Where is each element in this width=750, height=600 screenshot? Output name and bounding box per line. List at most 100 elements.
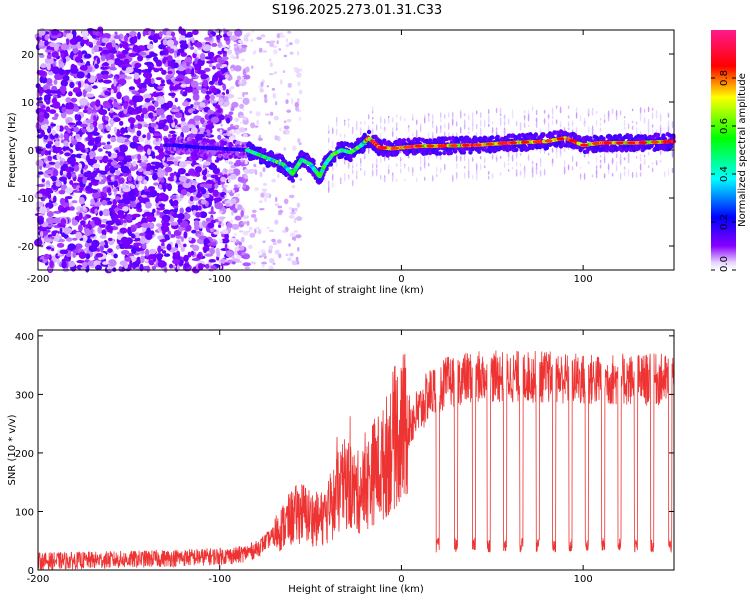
spectrogram-point — [228, 87, 232, 93]
spectrogram-point — [47, 224, 54, 228]
spectrogram-point — [40, 148, 45, 156]
spectrogram-point — [82, 109, 88, 114]
spectrogram-point — [243, 154, 249, 159]
spectrogram-point — [659, 115, 662, 120]
spectrogram-point — [180, 89, 184, 95]
spectrogram-point — [399, 151, 402, 154]
spectrogram-point — [463, 123, 466, 130]
spectrogram-point — [183, 263, 190, 268]
spectrogram-point — [423, 156, 426, 164]
spectrogram-point — [258, 47, 263, 53]
spectrogram-point — [81, 234, 88, 242]
spectrogram-point — [253, 261, 256, 265]
spectrogram-point — [387, 168, 390, 175]
spectrogram-point — [144, 61, 154, 66]
spectrogram-point — [128, 52, 137, 58]
spectrogram-point — [210, 94, 215, 101]
spectrogram-point — [411, 117, 414, 121]
spectrogram-point — [66, 261, 76, 268]
spectrogram-point — [44, 39, 49, 47]
spectrogram-point — [116, 53, 126, 59]
spectrogram-point — [184, 56, 192, 64]
spectrogram-point — [483, 159, 486, 162]
spectrogram-point — [222, 229, 229, 235]
spectrogram-point — [451, 111, 454, 118]
spectrogram-point — [603, 155, 606, 164]
spectrogram-point — [140, 255, 145, 264]
spectrogram-point — [81, 128, 88, 133]
spectrogram-point — [224, 194, 227, 198]
spectrogram-point — [132, 44, 139, 53]
spectrogram-point — [347, 121, 350, 129]
spectrogram-point — [137, 145, 144, 151]
spectrogram-point — [124, 34, 128, 43]
spectrogram-point — [239, 115, 245, 118]
spectrogram-point — [224, 243, 228, 251]
spectrogram-point — [158, 31, 163, 38]
spectrogram-point — [141, 107, 148, 115]
spectrogram-point — [223, 184, 228, 188]
spectrogram-point — [455, 162, 458, 170]
spectrogram-point — [511, 154, 514, 162]
spectrogram-point — [171, 136, 177, 141]
spectrogram-point — [427, 132, 430, 139]
spectrogram-point — [431, 131, 434, 136]
spectrogram-point — [264, 97, 268, 104]
spectrogram-point — [119, 120, 124, 126]
spectrogram-point — [571, 120, 574, 128]
spectrogram-point — [148, 112, 154, 119]
spectrogram-point — [98, 109, 108, 115]
spectrogram-point — [116, 136, 126, 143]
spectrogram-point — [82, 176, 87, 185]
spectrogram-point — [290, 178, 295, 183]
spectrogram-point — [153, 182, 160, 186]
spectrogram-point — [162, 184, 167, 193]
spectrogram-point — [523, 122, 526, 129]
spectrogram-point — [93, 115, 97, 121]
spectrogram-point — [583, 121, 586, 127]
spectrogram-point — [435, 173, 438, 178]
spectrogram-point — [237, 183, 242, 188]
spectrogram-point — [78, 224, 83, 232]
spectrogram-point — [339, 177, 342, 182]
spectrogram-point — [663, 171, 666, 178]
spectrogram-point — [176, 150, 181, 155]
spectrogram-point — [285, 253, 289, 256]
spectrogram-point — [535, 121, 538, 129]
spectrogram-point — [507, 162, 510, 166]
spectrogram-point — [257, 137, 263, 141]
spectrogram-point — [427, 163, 430, 167]
spectrogram-point — [223, 96, 229, 102]
spectrogram-point — [172, 252, 177, 256]
spectrogram-point — [375, 124, 378, 131]
spectrogram-point — [174, 112, 183, 118]
spectrogram-point — [635, 121, 638, 125]
spectrogram-point — [635, 156, 638, 159]
spectrogram-point — [475, 123, 478, 130]
spectrogram-point — [38, 114, 45, 123]
spectrogram-point — [149, 165, 157, 171]
spectrogram-point — [158, 151, 166, 158]
spectrogram-point — [615, 153, 618, 159]
spectrogram-point — [391, 174, 394, 183]
spectrogram-point — [167, 55, 173, 62]
spectrogram-point — [218, 114, 225, 121]
spectrogram-point — [643, 117, 646, 124]
spectrogram-point — [144, 77, 153, 85]
spectrogram-point — [185, 68, 192, 75]
spectrogram-point — [483, 165, 486, 169]
spectrogram-point — [54, 133, 59, 139]
spectrogram-point — [188, 236, 192, 241]
spectrogram-point — [221, 56, 229, 61]
spectrogram-point — [153, 161, 161, 166]
spectrogram-point — [595, 168, 598, 176]
spectrogram-point — [56, 152, 61, 160]
spectrogram-point — [219, 238, 223, 244]
spectrogram-point — [443, 123, 446, 129]
spectrogram-point — [467, 114, 470, 121]
spectrogram-point — [234, 215, 242, 221]
spectrogram-point — [56, 146, 63, 151]
spectrogram-point — [244, 220, 247, 224]
spectrogram-point — [455, 121, 458, 127]
spectrogram-point — [343, 173, 346, 177]
